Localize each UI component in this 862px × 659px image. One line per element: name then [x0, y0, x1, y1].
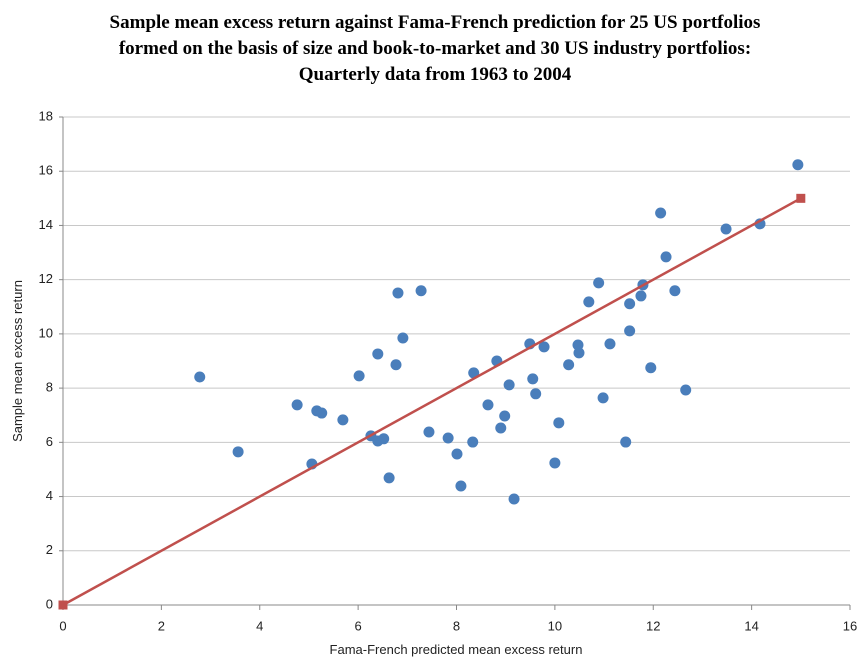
x-tick-label: 8	[453, 618, 460, 633]
point	[597, 392, 609, 404]
x-tick-label: 12	[646, 618, 660, 633]
point	[392, 287, 404, 299]
point	[563, 359, 575, 371]
y-tick-label: 2	[46, 542, 53, 557]
point	[451, 448, 463, 460]
point	[495, 422, 507, 434]
point	[645, 362, 657, 374]
point	[291, 399, 303, 411]
point	[442, 432, 454, 444]
point	[573, 347, 585, 359]
y-tick-label: 12	[39, 271, 53, 286]
y-axis-label: Sample mean excess return	[10, 280, 25, 442]
x-tick-label: 2	[158, 618, 165, 633]
point	[527, 373, 539, 385]
x-tick-label: 10	[548, 618, 562, 633]
point	[383, 472, 395, 484]
y-tick-label: 6	[46, 434, 53, 449]
point	[423, 426, 435, 438]
y-tick-label: 10	[39, 325, 53, 340]
point	[337, 414, 349, 426]
point	[390, 359, 402, 371]
y-tick-label: 0	[46, 596, 53, 611]
point	[624, 325, 636, 337]
point	[553, 417, 565, 429]
point	[194, 371, 206, 383]
point	[669, 285, 681, 297]
point	[538, 341, 550, 353]
y-tick-label: 14	[39, 217, 53, 232]
point	[720, 223, 732, 235]
point	[455, 480, 467, 492]
point	[372, 348, 384, 360]
x-tick-label: 0	[59, 618, 66, 633]
y-tick-label: 18	[39, 108, 53, 123]
x-tick-label: 14	[744, 618, 758, 633]
point	[468, 367, 480, 379]
x-tick-label: 6	[355, 618, 362, 633]
chart-title-line: Sample mean excess return against Fama-F…	[110, 12, 761, 33]
fit-line	[62, 197, 802, 607]
point	[503, 379, 515, 391]
square-marker	[58, 600, 68, 610]
point	[549, 457, 561, 469]
point	[604, 338, 616, 350]
point	[316, 407, 328, 419]
point	[499, 410, 511, 422]
y-tick-label: 4	[46, 488, 53, 503]
point	[792, 159, 804, 171]
point	[397, 332, 409, 344]
point	[378, 433, 390, 445]
point	[624, 298, 636, 310]
y-tick-label: 8	[46, 380, 53, 395]
point	[232, 446, 244, 458]
point	[583, 296, 595, 308]
point	[620, 436, 632, 448]
x-axis-label: Fama-French predicted mean excess return	[330, 642, 583, 657]
x-tick-label: 16	[843, 618, 857, 633]
point	[415, 285, 427, 297]
point	[353, 370, 365, 382]
square-marker	[796, 193, 806, 203]
point	[680, 384, 692, 396]
chart-title-line: formed on the basis of size and book-to-…	[119, 38, 751, 59]
point	[467, 436, 479, 448]
point	[660, 251, 672, 263]
point	[593, 277, 605, 289]
point	[530, 388, 542, 400]
point	[655, 207, 667, 219]
chart-title-line: Quarterly data from 1963 to 2004	[299, 64, 572, 85]
x-tick-label: 4	[256, 618, 263, 633]
point	[482, 399, 494, 411]
point	[508, 493, 520, 505]
y-tick-label: 16	[39, 163, 53, 178]
point	[635, 290, 647, 302]
